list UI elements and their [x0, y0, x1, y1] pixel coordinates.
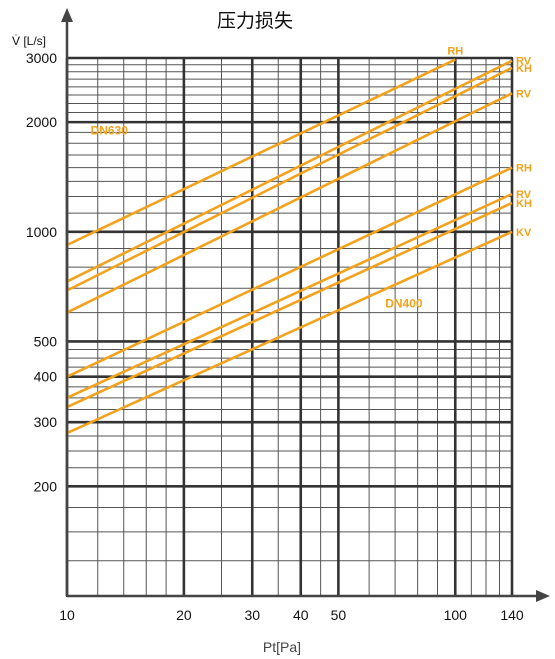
series-end-label: KV [516, 227, 532, 239]
chart-title: 压力损失 [217, 10, 293, 32]
x-tick-label: 100 [444, 607, 468, 623]
series-end-label: RH [516, 163, 532, 175]
series-end-label: RV [516, 189, 532, 201]
duct-size-annotation: DN630 [91, 123, 129, 137]
y-tick-label: 1000 [26, 224, 57, 240]
y-tick-label: 2000 [26, 114, 57, 130]
x-tick-label: 20 [176, 607, 192, 623]
series-line [66, 66, 513, 292]
y-axis-arrow [61, 8, 73, 22]
axes-layer [61, 8, 550, 602]
y-axis-label: V̇ [L/s] [12, 34, 46, 48]
y-tick-label: 3000 [26, 50, 57, 66]
x-axis-label: Pt[Pa] [263, 639, 301, 655]
ticks-layer: 10 20 30 40 50 100 140 200 300 400 500 1000 2000 3000 [26, 50, 524, 623]
x-tick-label: 40 [293, 607, 309, 623]
series-line [66, 192, 513, 399]
series-line [66, 58, 456, 247]
series-line [66, 201, 513, 409]
series-layer [66, 58, 513, 435]
x-tick-label: 10 [59, 607, 75, 623]
series-line [66, 92, 513, 314]
y-tick-label: 300 [34, 414, 58, 430]
x-tick-label: 140 [500, 607, 524, 623]
series-line [66, 230, 513, 435]
series-end-label: RV [516, 56, 532, 68]
y-tick-label: 500 [34, 333, 58, 349]
duct-size-annotation: DN400 [385, 296, 423, 310]
y-tick-label: 200 [34, 478, 58, 494]
x-axis-arrow [536, 590, 550, 602]
series-line [66, 166, 513, 378]
series-line [66, 59, 513, 283]
series-end-label: KH [516, 198, 532, 210]
series-end-label: RH [447, 46, 463, 58]
series-end-label: KH [516, 63, 532, 75]
x-tick-label: 30 [244, 607, 260, 623]
series-end-label: RV [516, 88, 532, 100]
x-tick-label: 50 [331, 607, 347, 623]
y-tick-label: 400 [34, 369, 58, 385]
